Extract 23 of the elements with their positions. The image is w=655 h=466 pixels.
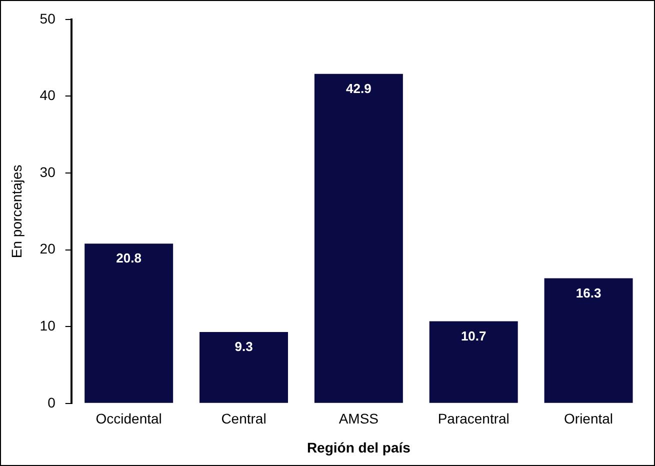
bar: [84, 244, 174, 403]
y-tick-label: 10: [40, 317, 56, 334]
x-tick-label: Paracentral: [438, 410, 510, 427]
bar: [314, 74, 403, 403]
y-tick-label: 20: [40, 240, 56, 257]
x-axis-title: Región del país: [306, 439, 411, 456]
bar: [544, 278, 633, 403]
data-label: 16.3: [576, 285, 602, 300]
bar: [429, 321, 518, 403]
y-tick-label: 40: [40, 87, 56, 104]
x-tick-label: AMSS: [338, 410, 379, 427]
bar: [200, 332, 288, 403]
y-tick-label: 50: [40, 10, 56, 26]
x-tick-label: Oriental: [564, 410, 614, 427]
data-label: 10.7: [460, 328, 486, 344]
data-label: 20.8: [116, 250, 142, 266]
data-label: 42.9: [346, 81, 372, 96]
x-tick-label: Central: [221, 410, 266, 427]
y-axis-title: En porcentajes: [8, 164, 24, 258]
y-tick-label: 30: [40, 164, 56, 180]
y-tick-label: 0: [48, 394, 56, 410]
data-label: 9.3: [234, 339, 253, 354]
x-tick-label: Occidental: [96, 410, 162, 427]
